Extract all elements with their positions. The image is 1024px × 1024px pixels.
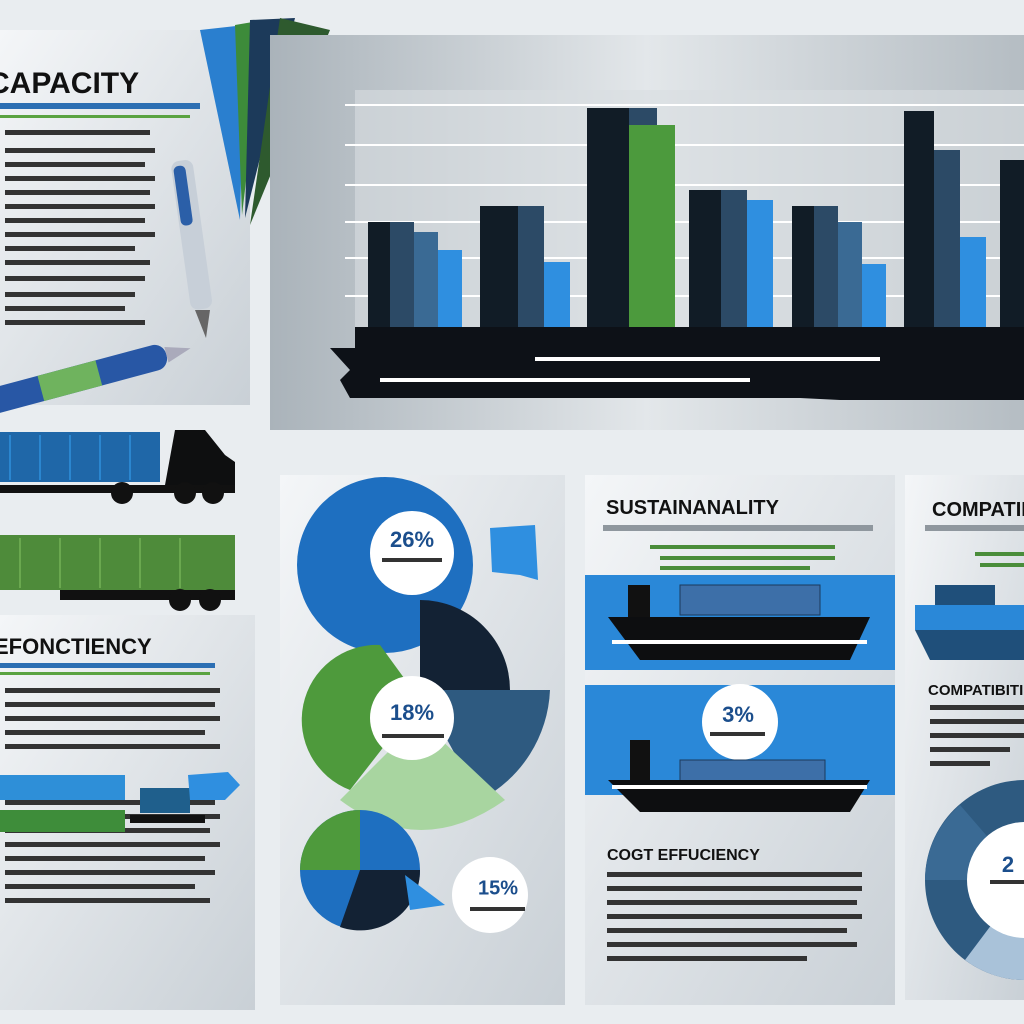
text-lines	[930, 705, 1024, 766]
sustainability-title: SUSTAINANALITY	[606, 497, 780, 519]
efficiency-title: EFONCTIENCY	[0, 634, 152, 659]
ship	[915, 585, 1024, 660]
caption	[990, 880, 1024, 884]
callout	[490, 525, 538, 580]
caption	[470, 907, 525, 911]
percent: 15%	[478, 877, 518, 899]
rule	[0, 103, 200, 109]
label-circle	[370, 511, 454, 595]
truck	[0, 430, 235, 504]
capacity-title: CAPACITY	[0, 67, 139, 100]
caption	[382, 558, 442, 562]
banner-text	[380, 357, 880, 382]
cost-title: COGT EFFUCIENCY	[607, 847, 760, 864]
text-lines	[975, 552, 1024, 567]
label-circle	[702, 684, 778, 760]
text-lines	[650, 545, 835, 570]
capacity-panel	[0, 30, 250, 405]
rule	[0, 672, 210, 675]
banner	[330, 327, 1024, 400]
rule	[0, 663, 215, 668]
text-lines	[5, 130, 155, 325]
bars	[368, 108, 1024, 327]
compatibility-subtitle: COMPATIBITI	[928, 682, 1023, 699]
pen	[0, 344, 191, 414]
ship	[608, 740, 870, 812]
segment	[300, 810, 360, 870]
pen	[171, 160, 212, 338]
segment	[301, 644, 420, 790]
text-lines	[607, 872, 862, 961]
percent: 2	[1002, 852, 1014, 877]
segment	[340, 870, 421, 931]
label-circle	[370, 676, 454, 760]
ship	[608, 584, 870, 660]
segment	[420, 600, 510, 690]
caption	[710, 732, 765, 736]
percent: 26%	[390, 527, 434, 552]
containers	[0, 772, 240, 832]
caption	[382, 734, 444, 738]
compatibility-title: COMPATIBI	[932, 499, 1024, 521]
percent: 3%	[722, 702, 754, 727]
truck	[0, 535, 235, 611]
segment	[340, 720, 505, 830]
rule	[603, 525, 873, 531]
callout	[405, 875, 445, 910]
rule	[925, 525, 1024, 531]
percent: 18%	[390, 700, 434, 725]
label-circle	[452, 857, 528, 933]
rule	[0, 115, 190, 118]
